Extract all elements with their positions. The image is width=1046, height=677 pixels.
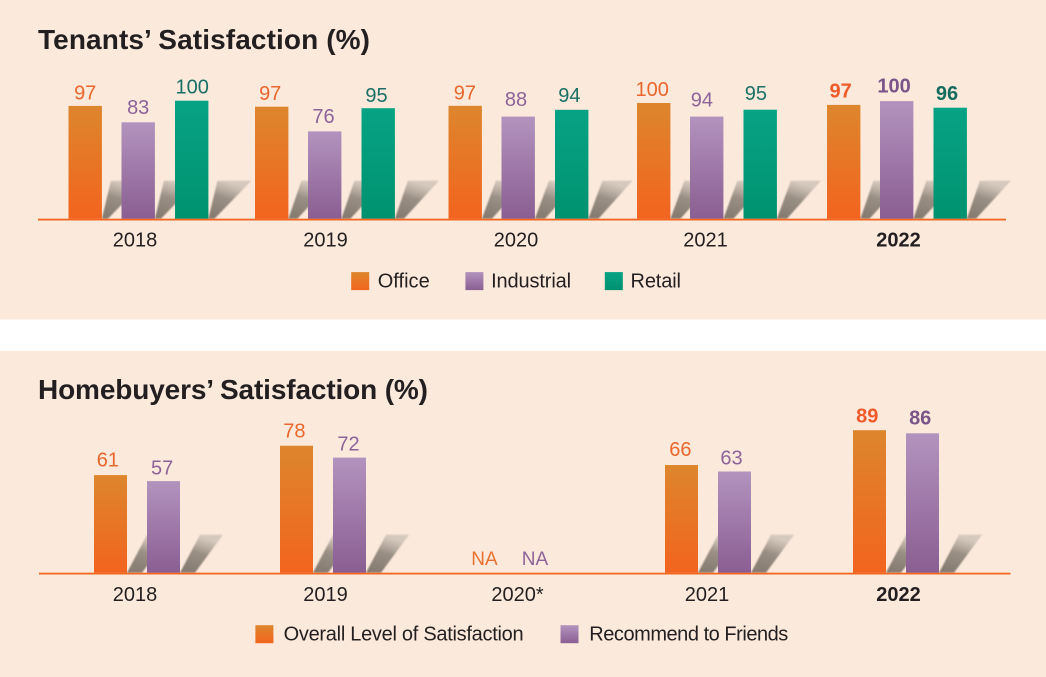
svg-text:61: 61 [97,450,119,472]
svg-text:Tenants’ Satisfaction (%): Tenants’ Satisfaction (%) [38,24,370,55]
svg-text:2020*: 2020* [491,584,543,606]
svg-text:76: 76 [312,106,334,128]
svg-text:Overall Level of Satisfaction: Overall Level of Satisfaction [284,624,524,646]
svg-text:86: 86 [909,407,931,429]
svg-text:72: 72 [337,433,359,455]
svg-text:97: 97 [454,83,476,105]
svg-text:94: 94 [691,90,713,112]
svg-text:Homebuyers’ Satisfaction (%): Homebuyers’ Satisfaction (%) [38,374,428,405]
svg-text:100: 100 [176,77,209,99]
svg-text:2018: 2018 [113,584,158,606]
svg-text:96: 96 [936,83,958,105]
svg-text:66: 66 [669,439,691,461]
svg-text:78: 78 [283,421,305,443]
svg-text:97: 97 [259,83,281,105]
svg-text:83: 83 [127,97,149,119]
svg-text:Industrial: Industrial [491,271,571,293]
svg-text:100: 100 [877,76,910,98]
svg-text:2018: 2018 [113,230,158,252]
svg-text:95: 95 [365,85,387,107]
svg-text:57: 57 [151,458,173,480]
svg-text:Office: Office [378,271,430,293]
svg-text:2020: 2020 [494,230,539,252]
svg-text:Retail: Retail [631,271,682,293]
svg-text:2022: 2022 [876,230,921,252]
svg-text:2021: 2021 [683,230,728,252]
svg-text:97: 97 [74,83,96,105]
svg-text:2021: 2021 [685,584,730,606]
svg-text:100: 100 [636,79,669,101]
svg-text:97: 97 [829,80,851,102]
svg-text:89: 89 [856,405,878,427]
svg-text:2019: 2019 [303,230,348,252]
svg-text:95: 95 [745,83,767,105]
svg-text:88: 88 [505,89,527,111]
svg-text:Recommend to Friends: Recommend to Friends [589,624,788,646]
svg-text:94: 94 [558,85,580,107]
svg-text:NA: NA [471,549,498,570]
svg-text:2019: 2019 [303,584,348,606]
svg-text:63: 63 [720,447,742,469]
svg-text:2022: 2022 [876,584,921,606]
svg-text:NA: NA [522,549,549,570]
